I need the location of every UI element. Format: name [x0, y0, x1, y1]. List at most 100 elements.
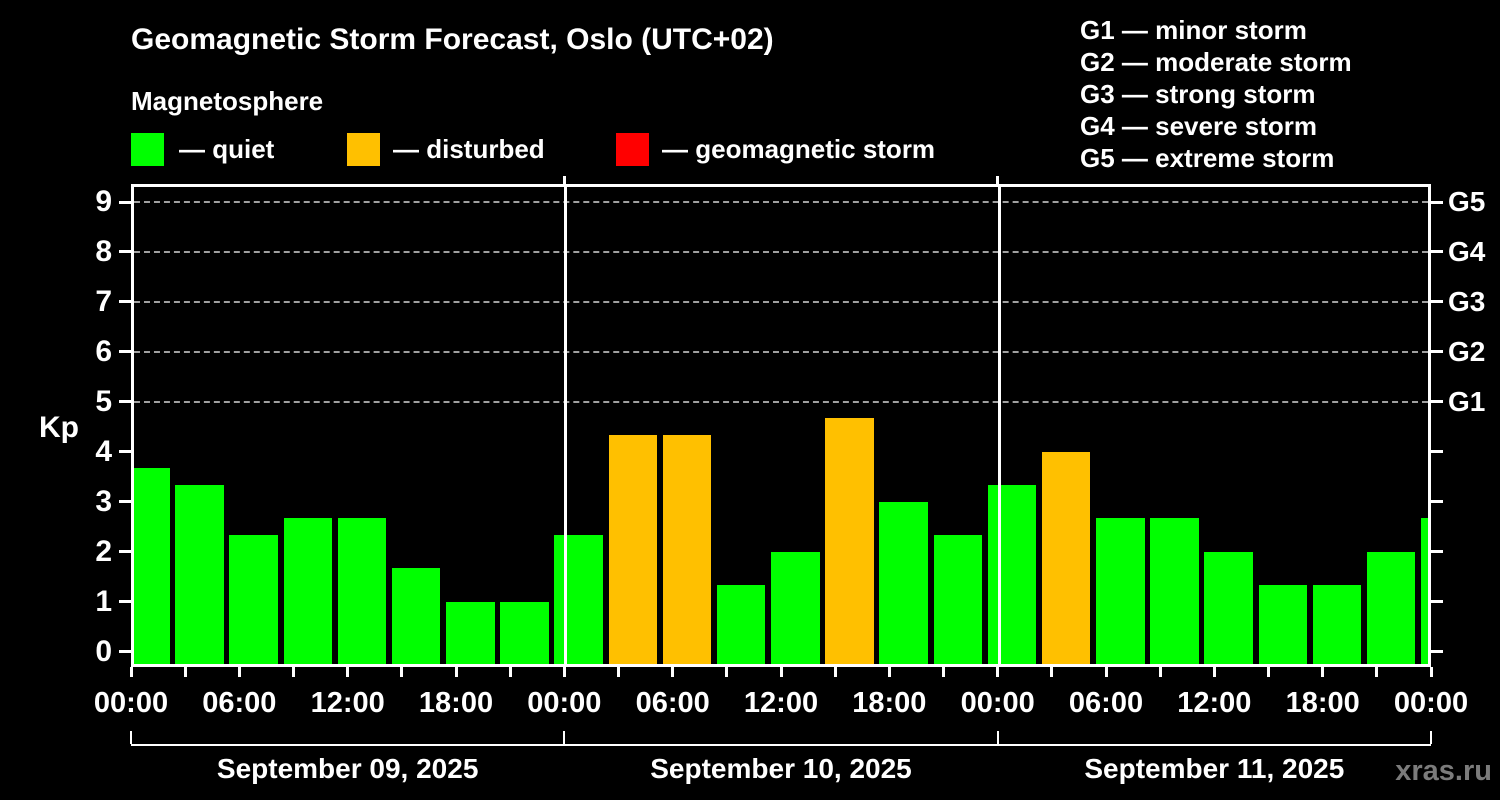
kp-bar [1096, 518, 1145, 664]
kp-bar [825, 418, 874, 664]
chart-subtitle: Magnetosphere [131, 86, 324, 116]
g-scale-item: G2 — moderate storm [1080, 47, 1352, 77]
x-axis-tick [183, 667, 187, 677]
g-level-gridline [134, 350, 1428, 353]
g-scale-item: G4 — severe storm [1080, 111, 1318, 141]
x-axis-tick [1321, 667, 1325, 677]
plot-area [131, 184, 1431, 667]
x-axis-tick [1375, 667, 1379, 677]
x-axis-label: 00:00 [527, 687, 602, 719]
x-axis-tick [887, 667, 891, 677]
y-axis-tick-left [119, 550, 131, 554]
y-axis-tick-right [1431, 400, 1443, 404]
date-label: September 11, 2025 [1084, 753, 1345, 784]
x-axis-label: 18:00 [418, 687, 494, 719]
date-bracket-tick [563, 731, 566, 744]
kp-bar [987, 485, 1037, 664]
g-level-gridline [134, 201, 1428, 204]
legend-swatch-quiet [131, 133, 164, 166]
y-axis-tick-right [1431, 550, 1443, 554]
y-axis-tick-left [119, 650, 131, 653]
kp-bar [771, 551, 820, 664]
y-axis-tick-right [1431, 350, 1443, 354]
kp-bar [446, 601, 495, 664]
y-axis-label: 4 [95, 434, 112, 468]
g-level-gridline [134, 250, 1428, 253]
g-axis-label: G1 [1448, 385, 1486, 417]
y-axis-label: 9 [95, 185, 112, 219]
x-axis-tick [725, 667, 729, 677]
x-axis-tick [1104, 667, 1108, 677]
g-scale-legend: G1 — minor storm G2 — moderate storm G3 — … [1080, 14, 1352, 174]
x-axis-tick [508, 667, 512, 677]
kp-bar [1204, 551, 1253, 664]
y-axis-tick-right [1431, 200, 1443, 204]
x-axis-tick [292, 667, 295, 677]
x-axis-tick [454, 667, 458, 677]
x-axis-tick [996, 667, 1000, 677]
kp-bar [1258, 585, 1307, 664]
g-scale-item: G5 — extreme storm [1080, 143, 1335, 173]
date-bracket-tick [996, 731, 999, 744]
g-axis-label: G5 [1448, 186, 1486, 218]
legend-swatch-storm [616, 133, 649, 166]
kp-bar [337, 518, 387, 664]
kp-bar [134, 468, 170, 664]
y-axis-tick-left [119, 350, 131, 354]
x-axis-tick [129, 667, 133, 677]
y-axis-tick-left [119, 500, 131, 504]
x-axis-tick [1050, 667, 1054, 677]
date-label: September 10, 2025 [650, 753, 912, 784]
x-axis-label: 00:00 [93, 687, 169, 719]
kp-bar [554, 535, 603, 664]
x-axis-tick [671, 667, 675, 677]
y-axis-tick-left [119, 600, 131, 604]
legend-label-storm: — geomagnetic storm [662, 134, 936, 164]
y-axis-tick-right [1431, 500, 1443, 504]
kp-bar [500, 601, 549, 664]
y-axis-tick-right [1431, 600, 1443, 604]
x-axis-label: 18:00 [1285, 687, 1360, 719]
x-axis-label: 06:00 [635, 687, 710, 719]
y-axis-tick-left [119, 250, 131, 254]
kp-axis-title: Kp [39, 411, 79, 444]
x-axis-tick [617, 667, 620, 677]
g-axis-label: G4 [1448, 235, 1486, 267]
x-axis-label: 12:00 [310, 687, 385, 719]
kp-bar [1421, 518, 1428, 664]
date-bracket-tick [1430, 731, 1432, 744]
x-axis-label: 18:00 [852, 687, 927, 719]
kp-bar [608, 435, 657, 664]
day-boundary-top-tick [996, 176, 1000, 184]
y-axis-tick-right [1431, 250, 1443, 254]
day-divider-line [997, 187, 1001, 664]
x-axis-tick [346, 667, 350, 677]
day-divider-line [564, 187, 568, 664]
date-label: September 09, 2025 [216, 753, 479, 784]
kp-bar [1312, 585, 1362, 664]
kp-bar [933, 535, 982, 664]
legend-label-disturbed: — disturbed [393, 134, 545, 164]
x-axis-label: 00:00 [960, 687, 1035, 719]
y-axis-label: 3 [95, 484, 112, 518]
x-axis-label: 00:00 [1393, 687, 1469, 719]
y-axis-tick-right [1431, 300, 1443, 304]
y-axis-tick-right [1431, 650, 1443, 653]
g-axis-label: G3 [1448, 285, 1486, 317]
x-axis-label: 06:00 [202, 687, 277, 719]
x-axis-tick [779, 667, 783, 677]
kp-bar [879, 501, 928, 664]
y-axis-label: 1 [95, 584, 112, 618]
g-axis-label: G2 [1448, 335, 1486, 367]
kp-bar [175, 485, 224, 664]
date-bracket-tick [130, 731, 132, 744]
x-axis-tick [562, 667, 566, 677]
kp-bar [1150, 518, 1199, 664]
x-axis-label: 12:00 [1177, 687, 1252, 719]
g-scale-item: G3 — strong storm [1080, 79, 1316, 109]
g-level-gridline [134, 300, 1428, 303]
x-axis-label: 06:00 [1068, 687, 1144, 719]
kp-bar [1041, 451, 1091, 664]
y-axis-label: 5 [95, 384, 112, 418]
